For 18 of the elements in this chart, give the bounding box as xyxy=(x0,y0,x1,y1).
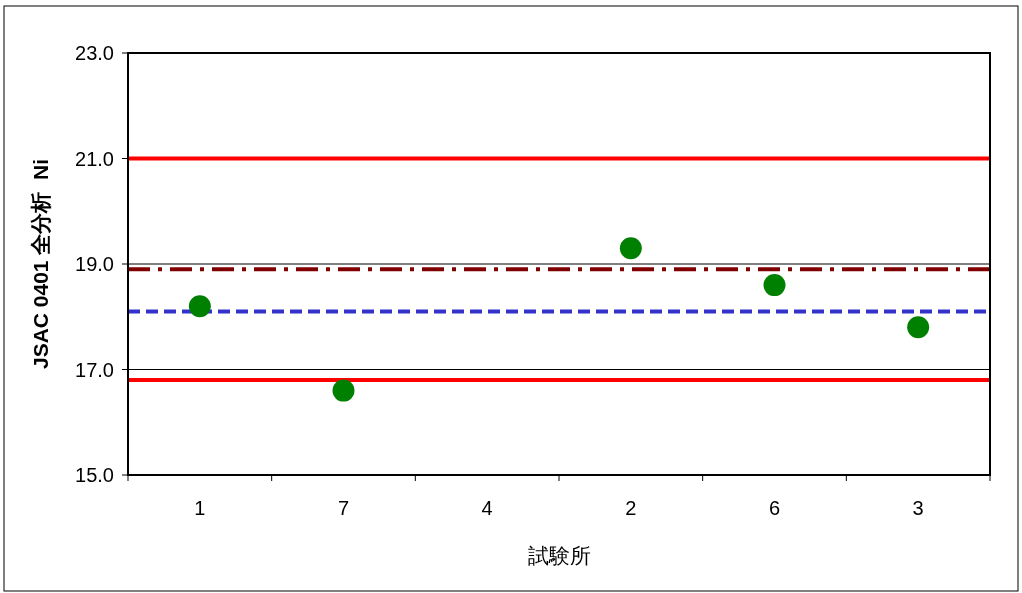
y-tick-label: 17.0 xyxy=(75,358,114,381)
point xyxy=(188,295,211,318)
x-tick-label: 6 xyxy=(768,497,781,519)
y-tick-label: 19.0 xyxy=(75,253,114,275)
x-tick-label: 4 xyxy=(481,497,493,519)
point xyxy=(907,316,930,339)
x-tick-label: 2 xyxy=(625,497,637,519)
y-axis-title: JSAC 0401 全分析 Ni xyxy=(29,158,52,370)
y-tick-label: 15.0 xyxy=(75,464,114,486)
point xyxy=(763,274,786,297)
x-tick-label: 1 xyxy=(194,497,206,519)
y-tick-label: 21.0 xyxy=(75,147,114,170)
x-tick-label: 7 xyxy=(337,497,350,519)
y-tick-label: 23.0 xyxy=(75,42,114,64)
point xyxy=(332,379,355,402)
x-axis-title: 試験所 xyxy=(527,544,591,567)
point xyxy=(619,237,642,260)
x-tick-label: 3 xyxy=(912,497,924,519)
